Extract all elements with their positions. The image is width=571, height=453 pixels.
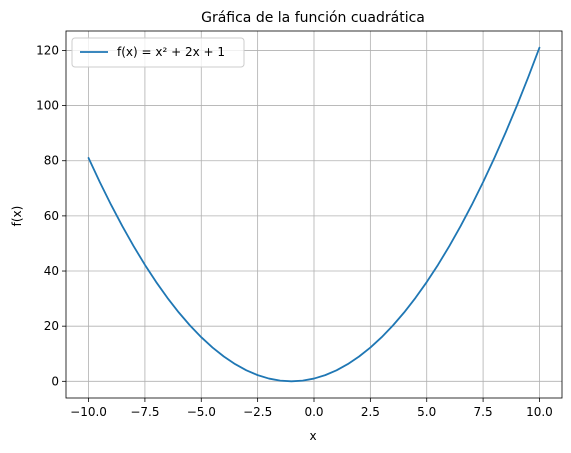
series-line bbox=[87, 46, 541, 383]
series-layer bbox=[87, 46, 541, 383]
x-axis-label: x bbox=[309, 429, 316, 443]
x-tick-label: 10.0 bbox=[526, 405, 553, 419]
legend: f(x) = x² + 2x + 1 bbox=[71, 37, 245, 68]
y-tick-label: 60 bbox=[44, 209, 59, 223]
x-tick-label: −7.5 bbox=[130, 405, 159, 419]
y-tick-label: 80 bbox=[44, 154, 59, 168]
x-tick-label: −10.0 bbox=[70, 405, 107, 419]
x-tick-label: −5.0 bbox=[187, 405, 216, 419]
x-tick-label: 2.5 bbox=[361, 405, 380, 419]
x-axis: −10.0 −7.5 −5.0 −2.5 0.0 2.5 5.0 7.5 10.0 bbox=[70, 398, 553, 419]
y-tick-label: 40 bbox=[44, 264, 59, 278]
x-tick-label: 0.0 bbox=[304, 405, 323, 419]
y-axis: 0 20 40 60 80 100 120 bbox=[36, 43, 66, 388]
grid bbox=[66, 31, 562, 398]
x-tick-label: −2.5 bbox=[243, 405, 272, 419]
x-tick-label: 5.0 bbox=[417, 405, 436, 419]
chart-title: Gráfica de la función cuadrática bbox=[201, 10, 425, 26]
y-axis-label: f(x) bbox=[10, 206, 24, 227]
legend-label: f(x) = x² + 2x + 1 bbox=[117, 45, 225, 59]
plot-area: −10.0 −7.5 −5.0 −2.5 0.0 2.5 5.0 7.5 10.0 0 20 40 6… bbox=[36, 30, 563, 419]
y-tick-label: 100 bbox=[36, 99, 59, 113]
y-tick-label: 0 bbox=[51, 374, 59, 388]
y-tick-label: 20 bbox=[44, 319, 59, 333]
x-tick-label: 7.5 bbox=[474, 405, 493, 419]
legend-box bbox=[71, 37, 245, 68]
y-tick-label: 120 bbox=[36, 43, 59, 57]
